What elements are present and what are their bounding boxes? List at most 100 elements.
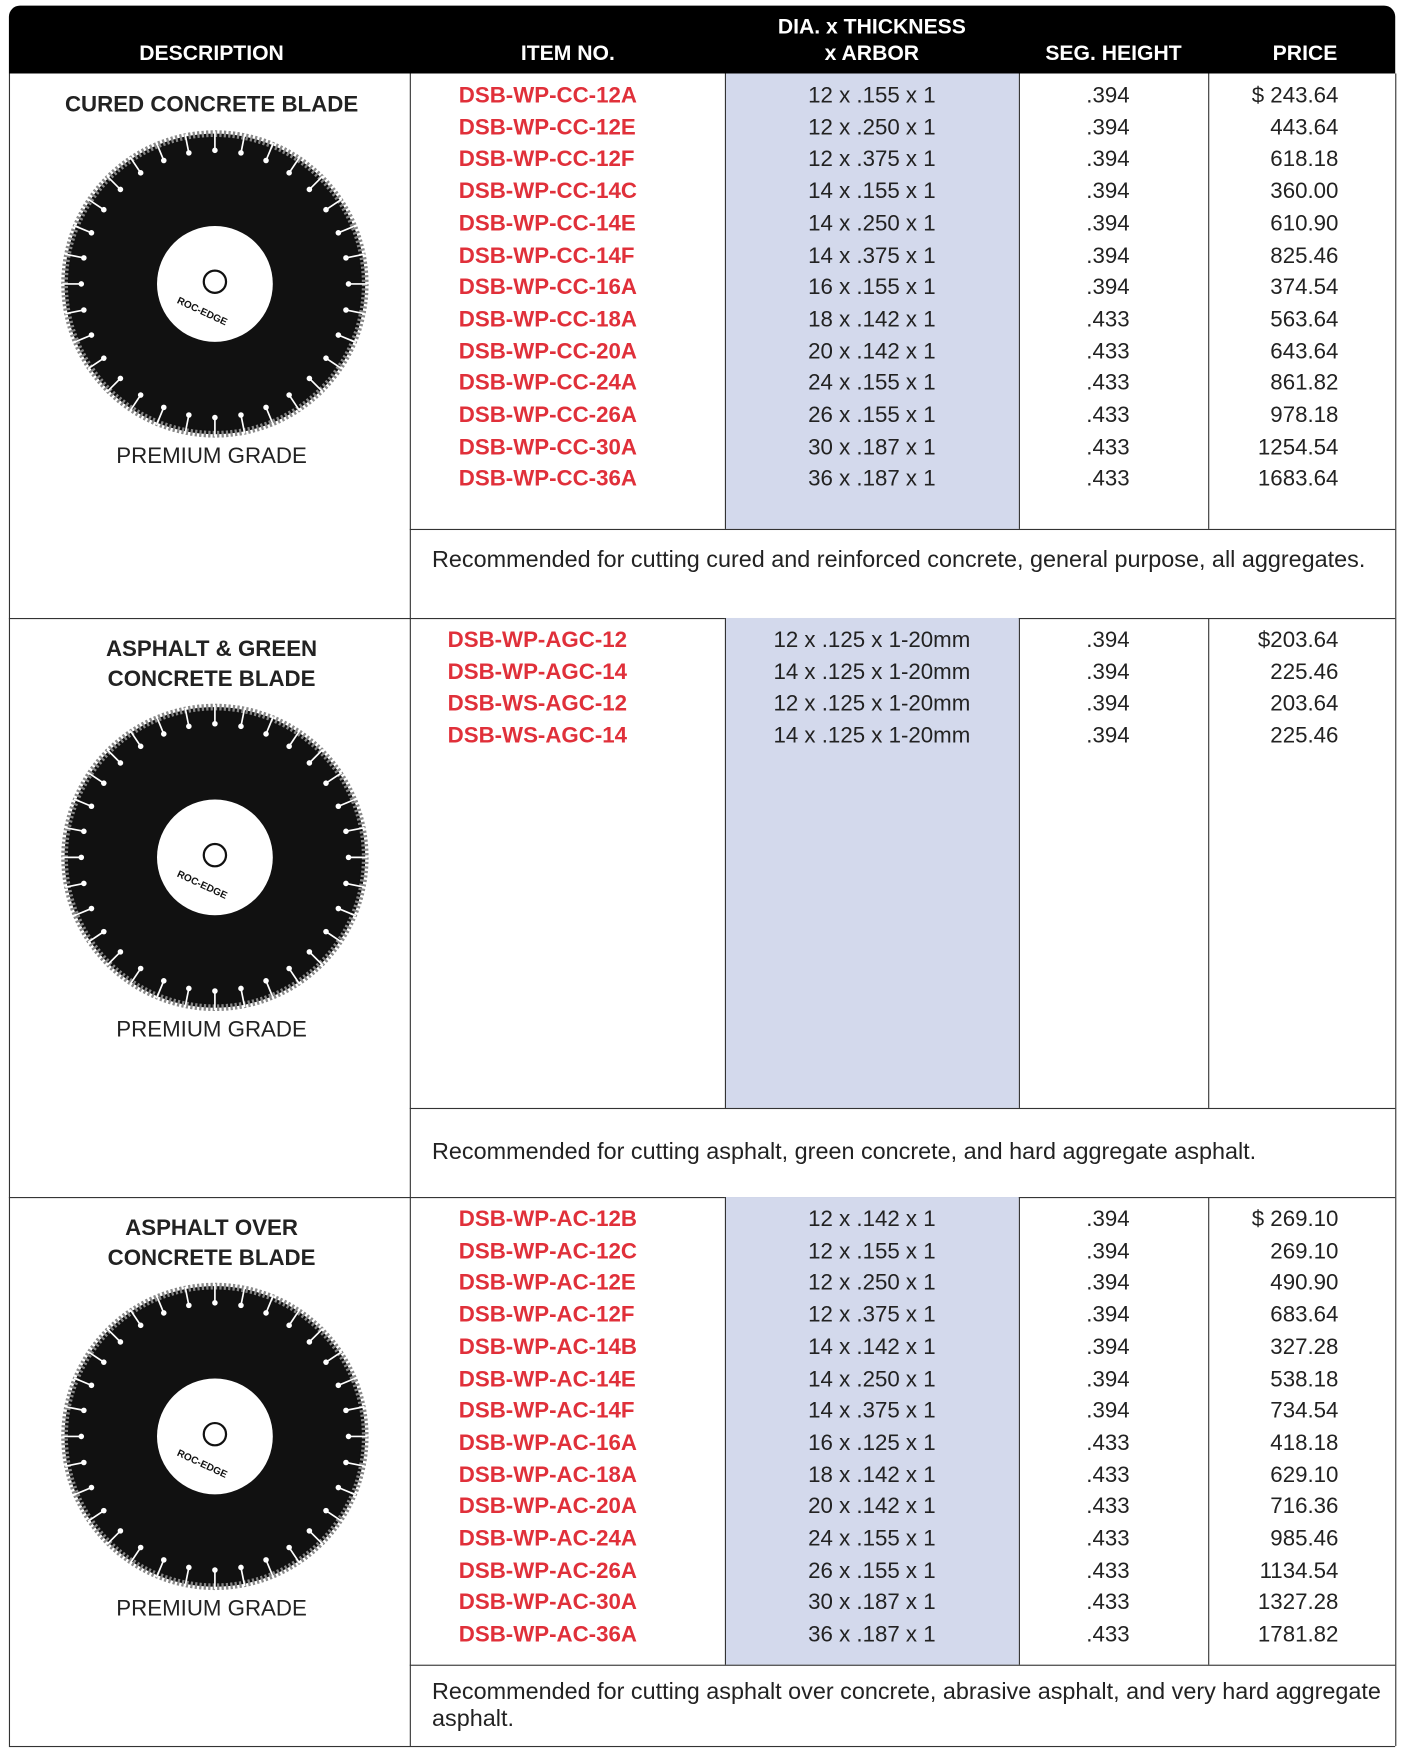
blade-slot-end <box>160 731 167 737</box>
grid-line <box>1394 617 1396 1198</box>
blade-slot <box>106 1327 121 1342</box>
grid-line <box>1207 73 1209 529</box>
blade-slot-end <box>101 355 107 361</box>
blade-slot <box>129 395 141 412</box>
blade-slot <box>309 748 324 763</box>
blade-slot <box>155 408 165 426</box>
blade-slot <box>87 1510 104 1522</box>
blade-slot <box>346 1461 365 1467</box>
blade-slot <box>65 309 83 315</box>
dimensions: 12 x .250 x 1 <box>808 1270 936 1296</box>
blade-hub <box>157 799 273 916</box>
grid-line <box>409 528 1396 530</box>
blade-slot-end <box>212 414 218 421</box>
blade-slot <box>326 198 343 210</box>
item-number: DSB-WP-CC-14C <box>458 179 637 204</box>
blade-slot <box>184 134 190 152</box>
item-number: DSB-WS-AGC-14 <box>447 723 628 749</box>
price: 861.82 <box>1270 371 1339 396</box>
price: 610.90 <box>1270 211 1339 236</box>
dimensions: 12 x .125 x 1-20mm <box>773 628 971 653</box>
column-header: x ARBOR <box>824 42 920 66</box>
dimensions: 16 x .155 x 1 <box>808 275 936 300</box>
segment-height: .433 <box>1086 403 1130 428</box>
blade-slot-end <box>306 186 313 193</box>
blade-slot-end <box>343 828 349 835</box>
segment-height: .433 <box>1086 1494 1130 1520</box>
blade-slot-end <box>238 723 244 730</box>
blade-slot-end <box>286 743 292 750</box>
blade-slot <box>87 198 104 210</box>
blade-slot <box>339 334 357 344</box>
blade-slot-end <box>335 1382 342 1389</box>
blade-slot <box>129 1309 141 1325</box>
price: 443.64 <box>1270 115 1339 140</box>
blade-slot-end <box>238 412 244 418</box>
grid-line <box>409 1107 1396 1109</box>
blade-slot-end <box>335 1484 342 1491</box>
item-number: DSB-WP-AGC-14 <box>447 659 628 685</box>
blade-slot-end <box>160 157 167 164</box>
blade-slot <box>65 1461 83 1467</box>
section-title: ASPHALT & GREEN <box>105 636 318 662</box>
blade-slot-end <box>117 1339 124 1345</box>
grid-line <box>409 617 411 1198</box>
blade-slot <box>129 156 141 173</box>
blade-hub <box>157 226 273 342</box>
item-number: DSB-WP-AC-24A <box>458 1526 637 1552</box>
item-number: DSB-WP-AC-12C <box>458 1238 637 1264</box>
dimensions: 14 x .375 x 1 <box>808 243 936 268</box>
blade-slot-end <box>88 230 95 236</box>
blade-slot-end <box>137 170 144 176</box>
price: $ 243.64 <box>1251 83 1339 109</box>
price: 1134.54 <box>1259 1558 1339 1584</box>
blade-image: ROC-EDGE <box>61 130 369 438</box>
grid-line <box>724 73 726 529</box>
item-number: DSB-WP-CC-36A <box>458 466 637 492</box>
blade-slot <box>184 1286 190 1305</box>
segment-height: .433 <box>1086 1590 1130 1616</box>
dimensions: 12 x .155 x 1 <box>808 1238 936 1264</box>
item-number: DSB-WP-AC-36A <box>458 1622 637 1647</box>
item-number: DSB-WP-AC-20A <box>458 1494 637 1520</box>
blade-slot-end <box>335 332 342 338</box>
blade-slot-end <box>323 928 329 935</box>
blade-slot-end <box>137 743 144 750</box>
blade-slot <box>289 968 301 985</box>
price: 490.90 <box>1270 1270 1339 1296</box>
blade-slot-end <box>137 1544 144 1551</box>
dimensions: 14 x .155 x 1 <box>808 179 936 204</box>
dimensions: 30 x .187 x 1 <box>808 1590 936 1616</box>
blade-slot-end <box>186 1564 192 1571</box>
price: 538.18 <box>1270 1366 1339 1392</box>
grid-line <box>1394 1197 1396 1746</box>
item-number: DSB-WP-CC-14E <box>458 211 636 236</box>
blade-slot-end <box>160 1557 167 1563</box>
blade-slot <box>289 730 301 746</box>
grid-line <box>1018 73 1020 529</box>
blade-slot <box>65 882 83 888</box>
blade-slot <box>240 415 246 434</box>
price: $203.64 <box>1257 628 1339 653</box>
price: 327.28 <box>1270 1334 1339 1360</box>
blade-slot-end <box>137 392 144 398</box>
dimensions: 24 x .155 x 1 <box>808 1526 936 1552</box>
blade-slot-end <box>286 392 292 398</box>
blade-slot <box>87 771 104 784</box>
blade-slot <box>326 1510 343 1522</box>
segment-height: .394 <box>1086 1334 1130 1360</box>
item-number: DSB-WP-AC-30A <box>458 1590 637 1616</box>
blade-image: ROC-EDGE <box>61 1282 369 1591</box>
segment-height: .433 <box>1086 339 1130 364</box>
grid-line <box>8 1745 1396 1747</box>
blade-slot-end <box>186 723 192 730</box>
blade-slot-end <box>160 978 167 984</box>
blade-slot-end <box>186 150 192 156</box>
blade-slot-end <box>263 404 269 411</box>
blade-slot-end <box>286 1544 292 1551</box>
segment-height: .394 <box>1086 1302 1130 1328</box>
blade-slot <box>184 1568 190 1587</box>
section-title: CONCRETE BLADE <box>107 1246 316 1271</box>
segment-height: .394 <box>1086 1238 1130 1264</box>
grid-line <box>1207 617 1209 1108</box>
